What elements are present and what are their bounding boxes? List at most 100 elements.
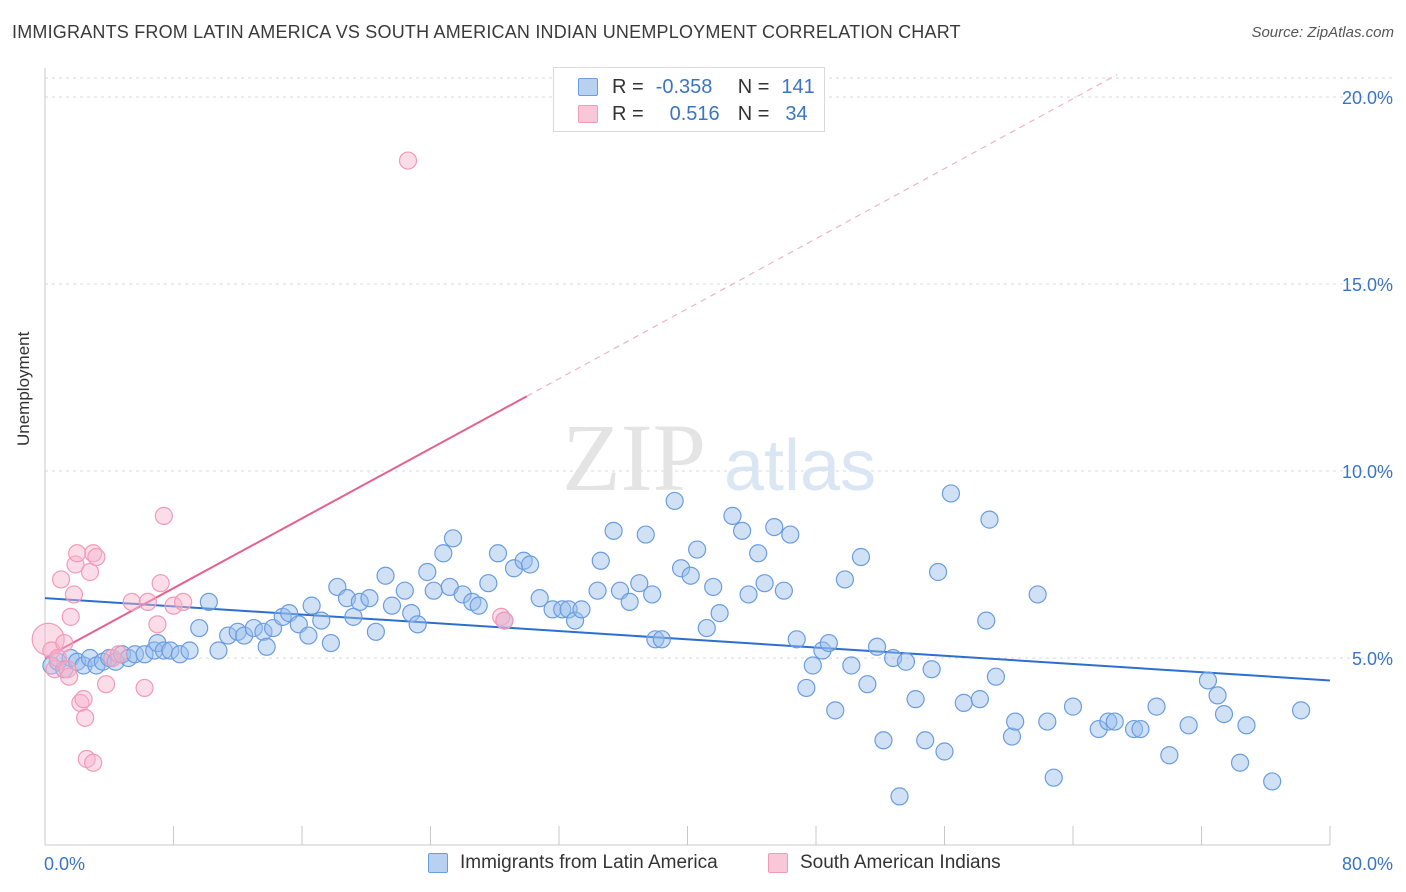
point-latin-america xyxy=(710,604,729,623)
point-latin-america xyxy=(161,641,180,660)
legend-series-name: South American Indians xyxy=(800,852,1001,873)
point-latin-america xyxy=(572,600,591,619)
point-south-american-indians xyxy=(51,570,71,589)
point-latin-america xyxy=(1291,701,1311,720)
point-latin-america xyxy=(781,525,800,544)
point-latin-america xyxy=(1131,719,1150,739)
x-tick-label: 0.0% xyxy=(44,854,85,874)
point-latin-america xyxy=(977,611,996,630)
y-tick-label: 10.0% xyxy=(1342,462,1393,482)
legend-n-label: N = xyxy=(737,102,770,125)
point-south-american-indians xyxy=(80,562,100,582)
point-latin-america xyxy=(553,600,572,619)
point-latin-america xyxy=(588,581,607,600)
point-latin-america xyxy=(1038,712,1057,731)
point-latin-america xyxy=(826,701,845,720)
point-south-american-indians xyxy=(84,753,103,772)
point-latin-america xyxy=(190,618,209,638)
point-latin-america xyxy=(125,645,145,664)
point-latin-america xyxy=(559,600,578,619)
point-latin-america xyxy=(630,574,649,593)
legend-n-value: 34 xyxy=(785,102,808,125)
point-latin-america xyxy=(543,600,562,619)
point-latin-america xyxy=(819,633,838,653)
correlation-legend: R = -0.358 N = 141 R = 0.516 N = 34 xyxy=(553,67,825,132)
point-latin-america xyxy=(434,544,453,563)
point-latin-america xyxy=(803,656,822,675)
point-latin-america xyxy=(922,660,941,679)
point-latin-america xyxy=(565,611,585,630)
point-latin-america xyxy=(1237,716,1256,735)
point-latin-america xyxy=(643,585,662,604)
x-tick-label: 80.0% xyxy=(1342,854,1393,874)
legend-r-value: -0.358 xyxy=(655,75,713,98)
point-south-american-indians xyxy=(68,544,87,563)
y-tick-label: 20.0% xyxy=(1342,88,1393,108)
point-latin-america xyxy=(1208,686,1227,705)
point-latin-america xyxy=(376,566,395,585)
point-south-american-indians xyxy=(96,675,116,694)
point-south-american-indians xyxy=(148,615,167,634)
data-points xyxy=(31,151,1311,806)
point-latin-america xyxy=(858,675,877,694)
trend-line-latin-america xyxy=(44,597,1331,682)
watermark: ZIP atlas xyxy=(562,404,876,511)
point-south-american-indians xyxy=(138,592,157,612)
point-latin-america xyxy=(591,551,610,570)
point-south-american-indians xyxy=(74,690,93,709)
point-latin-america xyxy=(453,585,472,604)
point-latin-america xyxy=(704,577,723,597)
point-latin-america xyxy=(135,645,154,664)
legend-row-series2: R = 0.516 N = 34 xyxy=(578,101,808,127)
legend-r-label: R = xyxy=(612,75,644,98)
point-latin-america xyxy=(418,562,437,582)
point-latin-america xyxy=(604,521,623,540)
legend-item-south-american-indians: South American Indians xyxy=(768,852,1001,874)
point-latin-america xyxy=(842,656,861,675)
y-tick-label: 15.0% xyxy=(1342,275,1393,295)
point-latin-america xyxy=(941,484,961,503)
point-latin-america xyxy=(235,626,254,645)
legend-r-value: 0.516 xyxy=(669,102,720,125)
point-latin-america xyxy=(916,731,935,750)
chart-source: Source: ZipAtlas.com xyxy=(1251,24,1394,41)
legend-item-latin-america: Immigrants from Latin America xyxy=(428,852,718,874)
point-latin-america xyxy=(469,596,488,615)
point-latin-america xyxy=(199,592,218,612)
point-latin-america xyxy=(874,731,893,750)
point-latin-america xyxy=(257,637,276,656)
point-latin-america xyxy=(665,491,684,511)
point-latin-america xyxy=(935,742,954,761)
legend-swatch-blue xyxy=(578,78,598,96)
point-south-american-indians xyxy=(55,633,74,653)
point-latin-america xyxy=(1105,712,1124,731)
point-latin-america xyxy=(1214,704,1234,724)
y-axis-label: Unemployment xyxy=(14,331,33,446)
point-latin-america xyxy=(954,693,973,712)
legend-n-value: 141 xyxy=(781,75,815,98)
legend-r-label: R = xyxy=(612,102,644,125)
point-latin-america xyxy=(395,581,414,600)
point-latin-america xyxy=(835,570,855,589)
point-latin-america xyxy=(299,626,318,645)
point-south-american-indians xyxy=(135,678,154,698)
point-latin-america xyxy=(1147,697,1166,716)
point-latin-america xyxy=(350,592,369,612)
point-latin-america xyxy=(755,574,774,593)
point-latin-america xyxy=(1263,772,1282,791)
trend-line-south-american-indians xyxy=(44,395,528,659)
point-latin-america xyxy=(408,615,427,634)
point-latin-america xyxy=(636,525,655,544)
watermark-atlas: atlas xyxy=(724,426,876,506)
point-latin-america xyxy=(1160,746,1179,765)
point-latin-america xyxy=(488,544,508,563)
point-south-american-indians xyxy=(45,660,64,679)
point-latin-america xyxy=(1002,727,1022,746)
watermark-zip: ZIP xyxy=(562,404,706,511)
point-latin-america xyxy=(321,633,341,653)
trend-extension-south-american-indians xyxy=(526,74,1118,397)
point-latin-america xyxy=(681,566,700,585)
point-south-american-indians xyxy=(151,574,170,593)
point-latin-america xyxy=(739,585,758,604)
